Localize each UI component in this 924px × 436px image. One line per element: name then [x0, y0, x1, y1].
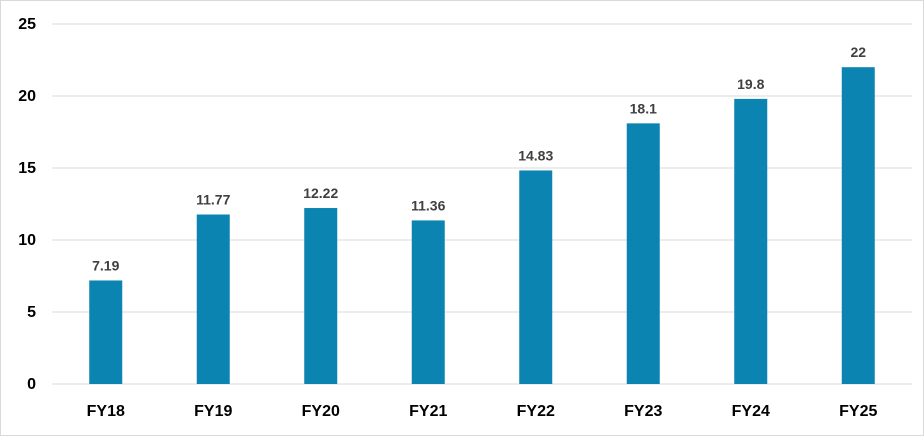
x-tick-label: FY18	[87, 403, 125, 420]
x-tick-label: FY24	[732, 403, 770, 420]
data-label-fy18: 7.19	[92, 257, 119, 273]
y-tick-label: 20	[18, 88, 36, 105]
y-tick-label: 5	[27, 304, 36, 321]
bar-fy24	[734, 98, 768, 384]
data-label-fy19: 11.77	[196, 192, 230, 208]
x-tick-label: FY25	[839, 403, 877, 420]
x-axis-ticks: FY18 FY19 FY20 FY21 FY22 FY23 FY24 FY25	[87, 403, 878, 420]
x-tick-label: FY20	[302, 403, 340, 420]
data-label-fy25: 22	[850, 44, 866, 60]
data-label-fy21: 11.36	[411, 197, 445, 213]
y-axis-ticks: 0 5 10 15 20 25	[18, 16, 36, 393]
y-tick-label: 10	[18, 232, 36, 249]
x-tick-label: FY23	[624, 403, 662, 420]
bar-fy19	[196, 214, 230, 384]
x-tick-label: FY19	[194, 403, 232, 420]
bar-fy18	[89, 280, 123, 384]
y-tick-label: 0	[27, 376, 36, 393]
bar-fy21	[411, 220, 445, 384]
bar-fy23	[626, 123, 660, 385]
y-tick-label: 15	[18, 160, 36, 177]
data-labels: 7.19 11.77 12.22 11.36 14.83 18.1 19.8 22	[92, 44, 866, 273]
bars	[89, 67, 875, 385]
gridlines	[52, 23, 912, 385]
x-tick-label: FY22	[517, 403, 555, 420]
x-tick-label: FY21	[409, 403, 447, 420]
bar-fy20	[304, 208, 338, 384]
bar-fy22	[519, 170, 553, 384]
data-label-fy20: 12.22	[303, 185, 338, 201]
y-tick-label: 25	[18, 16, 36, 33]
data-label-fy23: 18.1	[630, 100, 657, 116]
bar-fy25	[841, 67, 875, 384]
data-label-fy22: 14.83	[518, 147, 553, 163]
data-label-fy24: 19.8	[737, 76, 764, 92]
